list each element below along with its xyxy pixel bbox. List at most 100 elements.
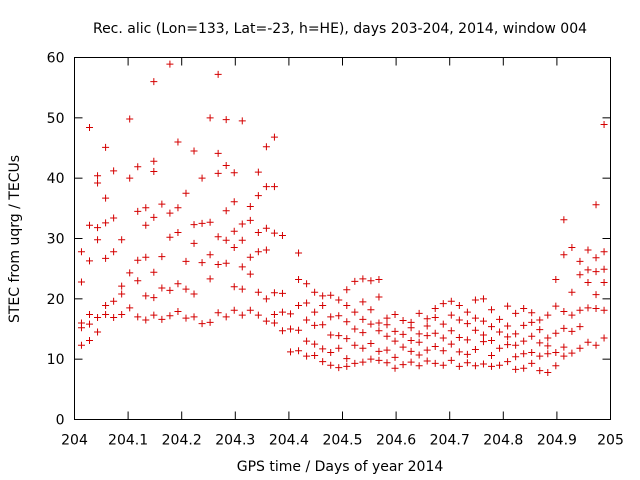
data-point [592, 254, 600, 262]
data-point [287, 325, 295, 333]
data-point [496, 328, 504, 336]
data-point [262, 183, 270, 191]
x-tick-label: 204 [61, 433, 88, 449]
data-point [158, 200, 166, 208]
y-tick-label: 20 [47, 292, 65, 308]
data-point [584, 279, 592, 287]
data-point [142, 253, 150, 261]
data-point [536, 367, 544, 375]
data-point [327, 361, 335, 369]
data-point [150, 78, 158, 86]
data-point [367, 306, 375, 314]
data-point [375, 327, 383, 335]
data-point [254, 192, 262, 200]
data-point [415, 351, 423, 359]
data-point [343, 286, 351, 294]
data-point [246, 216, 254, 224]
data-point [520, 304, 528, 312]
data-point [471, 314, 479, 322]
data-point [536, 316, 544, 324]
data-point [174, 138, 182, 146]
data-point [592, 341, 600, 349]
data-point [528, 332, 536, 340]
data-point [262, 246, 270, 254]
data-point [214, 260, 222, 268]
data-point [94, 179, 102, 187]
data-point [375, 293, 383, 301]
data-point [230, 227, 238, 235]
data-point [520, 321, 528, 329]
data-point [592, 268, 600, 276]
data-point [86, 311, 94, 319]
y-tick-label: 50 [47, 111, 65, 127]
data-point [134, 256, 142, 264]
data-point [568, 311, 576, 319]
data-point [94, 314, 102, 322]
data-point [584, 246, 592, 254]
y-tick-label: 10 [47, 352, 65, 368]
data-point [391, 337, 399, 345]
data-point [520, 350, 528, 358]
data-point [174, 308, 182, 316]
data-point [190, 221, 198, 229]
data-point [214, 233, 222, 241]
data-point [463, 359, 471, 367]
data-point [536, 326, 544, 334]
data-point [262, 317, 270, 325]
data-point [319, 292, 327, 300]
data-point [150, 294, 158, 302]
data-point [295, 276, 303, 284]
data-point [496, 361, 504, 369]
data-point [536, 352, 544, 360]
data-point [278, 231, 286, 239]
data-point [158, 253, 166, 261]
data-point [238, 220, 246, 228]
data-point [592, 291, 600, 299]
x-tick-label: 204.3 [215, 433, 255, 449]
data-point [230, 306, 238, 314]
data-point [327, 291, 335, 299]
data-point [391, 327, 399, 335]
data-point [447, 311, 455, 319]
data-point [134, 163, 142, 171]
data-point [504, 302, 512, 310]
data-point [166, 233, 174, 241]
data-point [568, 288, 576, 296]
data-point [568, 327, 576, 335]
data-point [528, 318, 536, 326]
data-point [118, 290, 126, 298]
data-point [560, 324, 568, 332]
data-point [407, 347, 415, 355]
data-point [576, 306, 584, 314]
data-point [230, 244, 238, 252]
data-point [126, 304, 134, 312]
data-point [512, 309, 520, 317]
data-point [238, 236, 246, 244]
data-point [86, 336, 94, 344]
data-point [158, 315, 166, 323]
data-point [359, 329, 367, 337]
data-point [102, 311, 110, 319]
data-point [222, 116, 230, 124]
data-point [142, 316, 150, 324]
x-tick-label: 204.2 [162, 433, 202, 449]
data-point [383, 346, 391, 354]
data-point [190, 239, 198, 247]
data-point [303, 299, 311, 307]
data-point [439, 334, 447, 342]
data-point [536, 339, 544, 347]
data-point [471, 362, 479, 370]
data-point [110, 167, 118, 175]
data-point [488, 323, 496, 331]
data-point [198, 174, 206, 182]
data-point [214, 149, 222, 157]
x-tick-label: 204.8 [483, 433, 523, 449]
data-point [351, 308, 359, 316]
data-point [270, 319, 278, 327]
data-point [182, 257, 190, 265]
data-point [479, 360, 487, 368]
data-point [359, 315, 367, 323]
data-point [407, 336, 415, 344]
data-point [295, 301, 303, 309]
data-point [375, 347, 383, 355]
